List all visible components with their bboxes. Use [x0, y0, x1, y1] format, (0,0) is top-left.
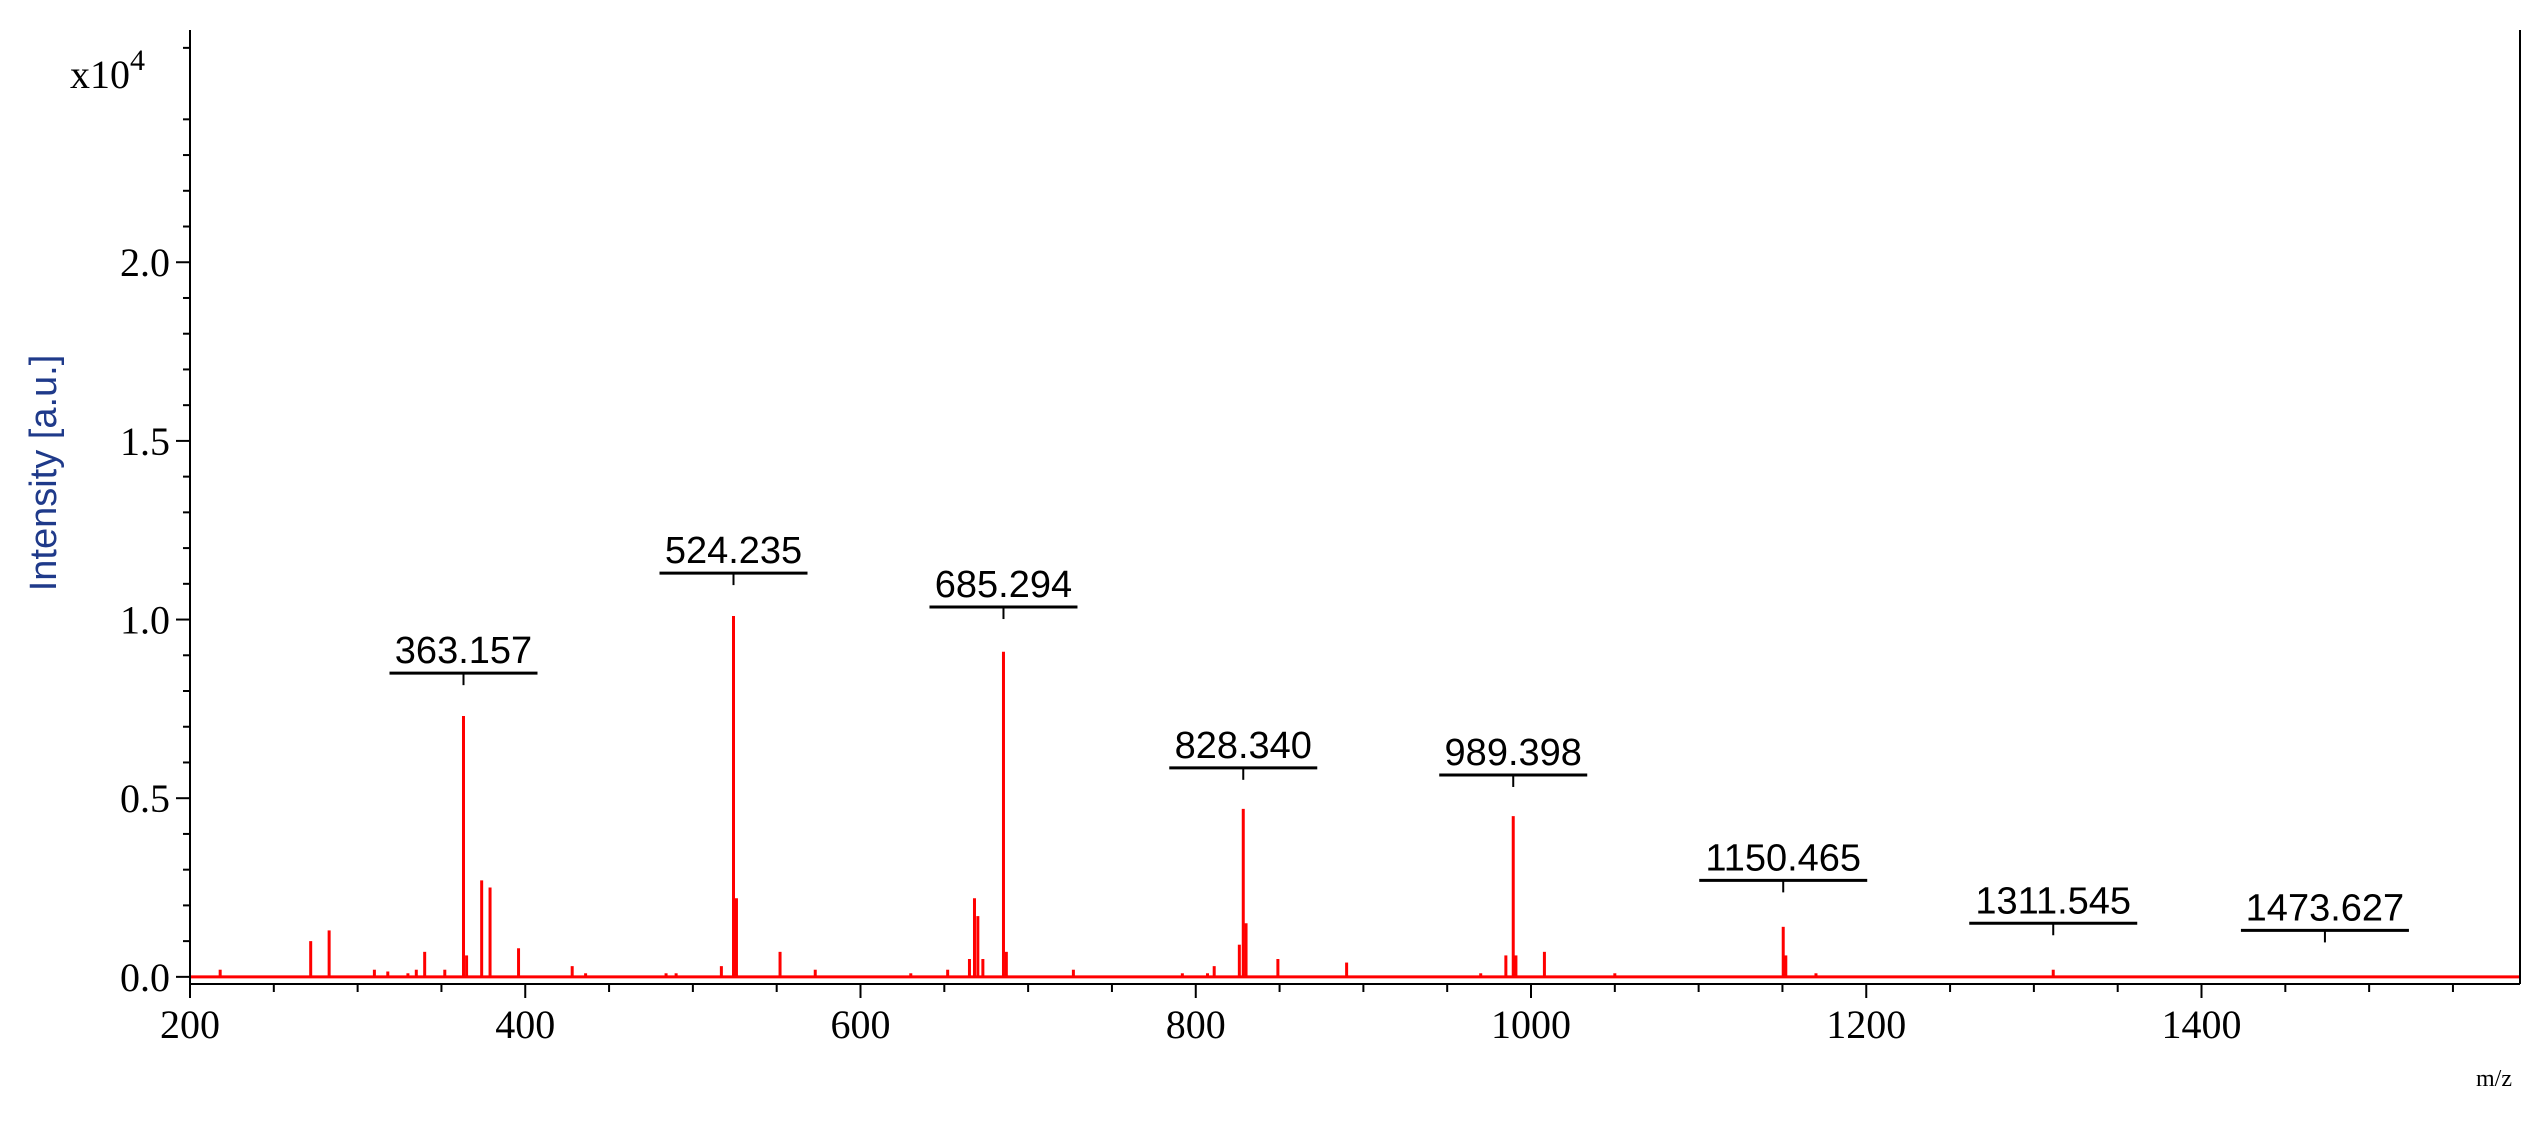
x-tick-label: 600: [831, 1002, 891, 1047]
annotation-label: 1473.627: [2246, 887, 2405, 929]
y-multiplier-exponent: 4: [130, 44, 145, 77]
annotation-label: 685.294: [935, 564, 1072, 606]
x-tick-label: 200: [160, 1002, 220, 1047]
y-axis-label: Intensity [a.u.]: [23, 355, 65, 592]
axes: 0.0 0.5 1.0 1.5 2.0 200 400 600 800 1000 1200 1400: [120, 30, 2521, 1047]
y-tick-label: 2.0: [120, 240, 170, 285]
peak-annotations: 363.157 524.235 685.294 828.340 989.398 1150.…: [389, 530, 2409, 943]
spectrum-peaks: [190, 615, 2520, 979]
x-tick-label: 800: [1166, 1002, 1226, 1047]
y-tick-label: 1.0: [120, 598, 170, 643]
x-tick-label: 1000: [1491, 1002, 1571, 1047]
x-tick-label: 1400: [2162, 1002, 2242, 1047]
x-axis-label: m/z: [2476, 1066, 2512, 1092]
y-multiplier: x104: [70, 44, 145, 97]
annotation-label: 1150.465: [1705, 837, 1861, 879]
x-tick-label: 1200: [1826, 1002, 1906, 1047]
annotation-label: 524.235: [665, 530, 802, 572]
annotation-label: 1311.545: [1975, 880, 2131, 922]
y-tick-label: 1.5: [120, 419, 170, 464]
annotation-label: 989.398: [1445, 732, 1582, 774]
x-tick-label: 400: [495, 1002, 555, 1047]
y-tick-label: 0.0: [120, 955, 170, 1000]
y-tick-label: 0.5: [120, 776, 170, 821]
annotation-label: 828.340: [1175, 725, 1312, 767]
annotation-label: 363.157: [395, 630, 532, 672]
y-multiplier-base: x10: [70, 52, 130, 97]
